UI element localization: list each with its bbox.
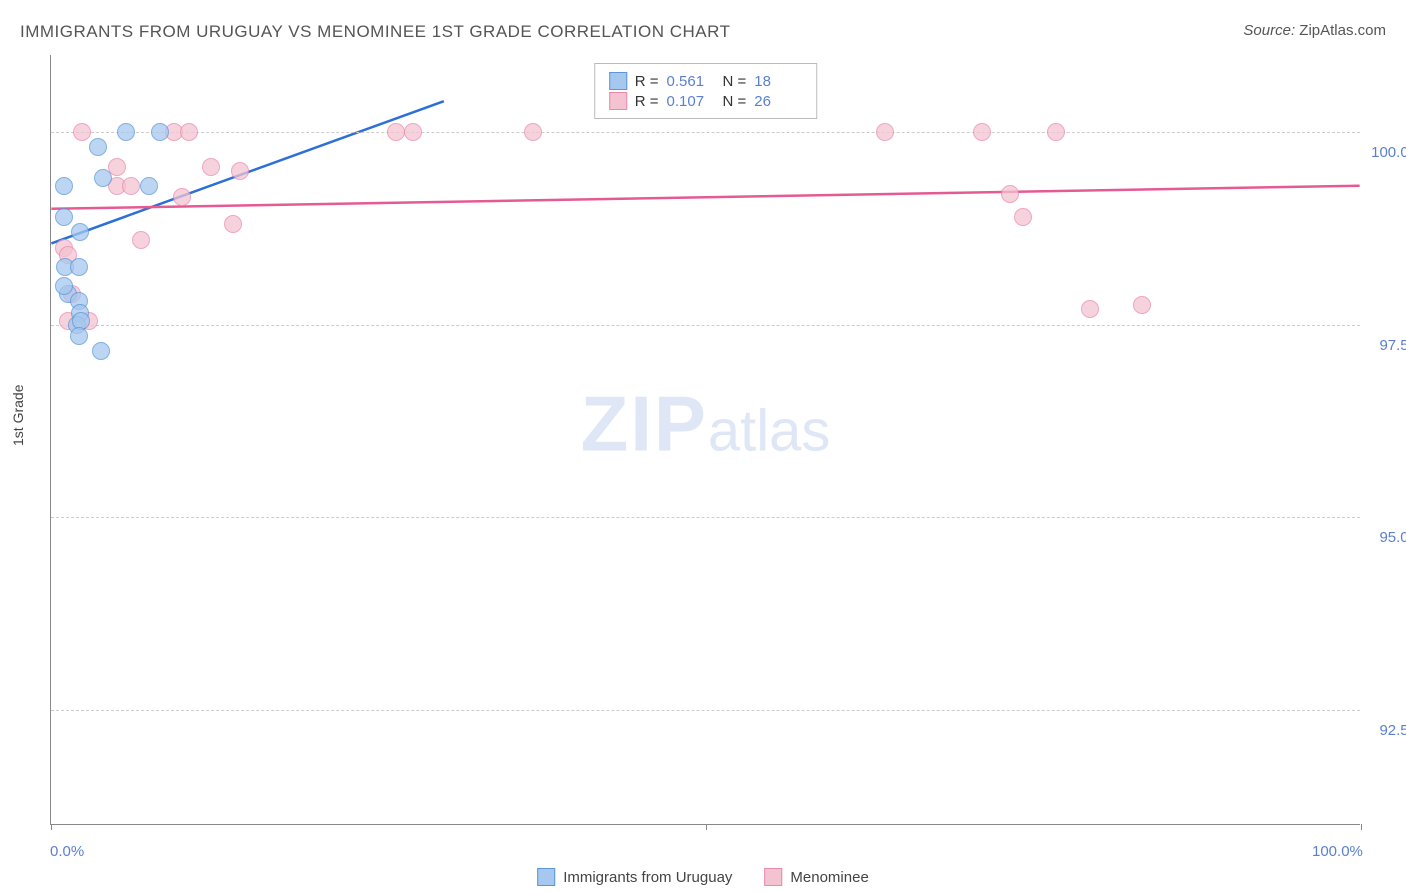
legend-swatch-menominee: [764, 868, 782, 886]
data-point: [71, 223, 89, 241]
n-value-uruguay: 18: [754, 73, 802, 90]
legend-item-uruguay: Immigrants from Uruguay: [537, 868, 732, 886]
x-tick: [51, 824, 52, 830]
r-label: R =: [635, 93, 659, 110]
data-point: [224, 215, 242, 233]
data-point: [55, 208, 73, 226]
data-point: [524, 123, 542, 141]
legend-label-menominee: Menominee: [790, 869, 868, 886]
data-point: [122, 177, 140, 195]
r-value-uruguay: 0.561: [667, 73, 715, 90]
data-point: [1133, 296, 1151, 314]
n-value-menominee: 26: [754, 93, 802, 110]
data-point: [151, 123, 169, 141]
legend-swatch-uruguay: [537, 868, 555, 886]
chart-container: IMMIGRANTS FROM URUGUAY VS MENOMINEE 1ST…: [0, 0, 1406, 892]
data-point: [89, 138, 107, 156]
chart-title: IMMIGRANTS FROM URUGUAY VS MENOMINEE 1ST…: [20, 22, 731, 42]
data-point: [132, 231, 150, 249]
data-point: [73, 123, 91, 141]
source-value: ZipAtlas.com: [1299, 22, 1386, 39]
data-point: [387, 123, 405, 141]
data-point: [876, 123, 894, 141]
y-axis-title: 1st Grade: [10, 385, 26, 446]
source-label: Source:: [1243, 22, 1295, 39]
data-point: [1014, 208, 1032, 226]
x-tick: [1361, 824, 1362, 830]
data-point: [92, 342, 110, 360]
x-tick-label: 0.0%: [50, 843, 84, 860]
data-point: [180, 123, 198, 141]
data-point: [973, 123, 991, 141]
data-point: [55, 277, 73, 295]
y-tick-label: 97.5%: [1379, 337, 1406, 354]
r-value-menominee: 0.107: [667, 93, 715, 110]
data-point: [173, 188, 191, 206]
data-point: [231, 162, 249, 180]
y-tick-label: 100.0%: [1371, 144, 1406, 161]
r-label: R =: [635, 73, 659, 90]
legend-bottom: Immigrants from Uruguay Menominee: [537, 868, 869, 886]
legend-swatch-uruguay: [609, 72, 627, 90]
grid-line: [51, 132, 1360, 133]
y-tick-label: 92.5%: [1379, 722, 1406, 739]
data-point: [202, 158, 220, 176]
grid-line: [51, 517, 1360, 518]
legend-row-uruguay: R = 0.561 N = 18: [609, 72, 803, 90]
data-point: [404, 123, 422, 141]
data-point: [1047, 123, 1065, 141]
data-point: [70, 258, 88, 276]
legend-item-menominee: Menominee: [764, 868, 868, 886]
trend-line: [51, 186, 1359, 209]
watermark-zip: ZIP: [581, 379, 708, 470]
legend-swatch-menominee: [609, 92, 627, 110]
data-point: [1081, 300, 1099, 318]
data-point: [94, 169, 112, 187]
legend-correlation-box: R = 0.561 N = 18 R = 0.107 N = 26: [594, 63, 818, 119]
x-tick: [706, 824, 707, 830]
watermark: ZIPatlas: [581, 379, 831, 470]
data-point: [70, 327, 88, 345]
data-point: [55, 177, 73, 195]
watermark-atlas: atlas: [708, 398, 831, 465]
legend-row-menominee: R = 0.107 N = 26: [609, 92, 803, 110]
data-point: [117, 123, 135, 141]
n-label: N =: [723, 93, 747, 110]
x-tick-label: 100.0%: [1312, 843, 1363, 860]
y-tick-label: 95.0%: [1379, 529, 1406, 546]
data-point: [140, 177, 158, 195]
grid-line: [51, 710, 1360, 711]
data-point: [1001, 185, 1019, 203]
n-label: N =: [723, 73, 747, 90]
source-attribution: Source: ZipAtlas.com: [1243, 22, 1386, 39]
plot-area: ZIPatlas R = 0.561 N = 18 R = 0.107 N = …: [50, 55, 1360, 825]
grid-line: [51, 325, 1360, 326]
legend-label-uruguay: Immigrants from Uruguay: [563, 869, 732, 886]
